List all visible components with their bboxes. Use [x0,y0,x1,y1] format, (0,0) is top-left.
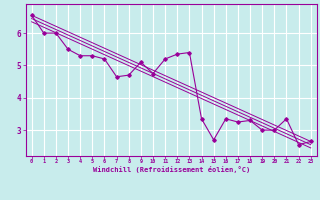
X-axis label: Windchill (Refroidissement éolien,°C): Windchill (Refroidissement éolien,°C) [92,166,250,173]
